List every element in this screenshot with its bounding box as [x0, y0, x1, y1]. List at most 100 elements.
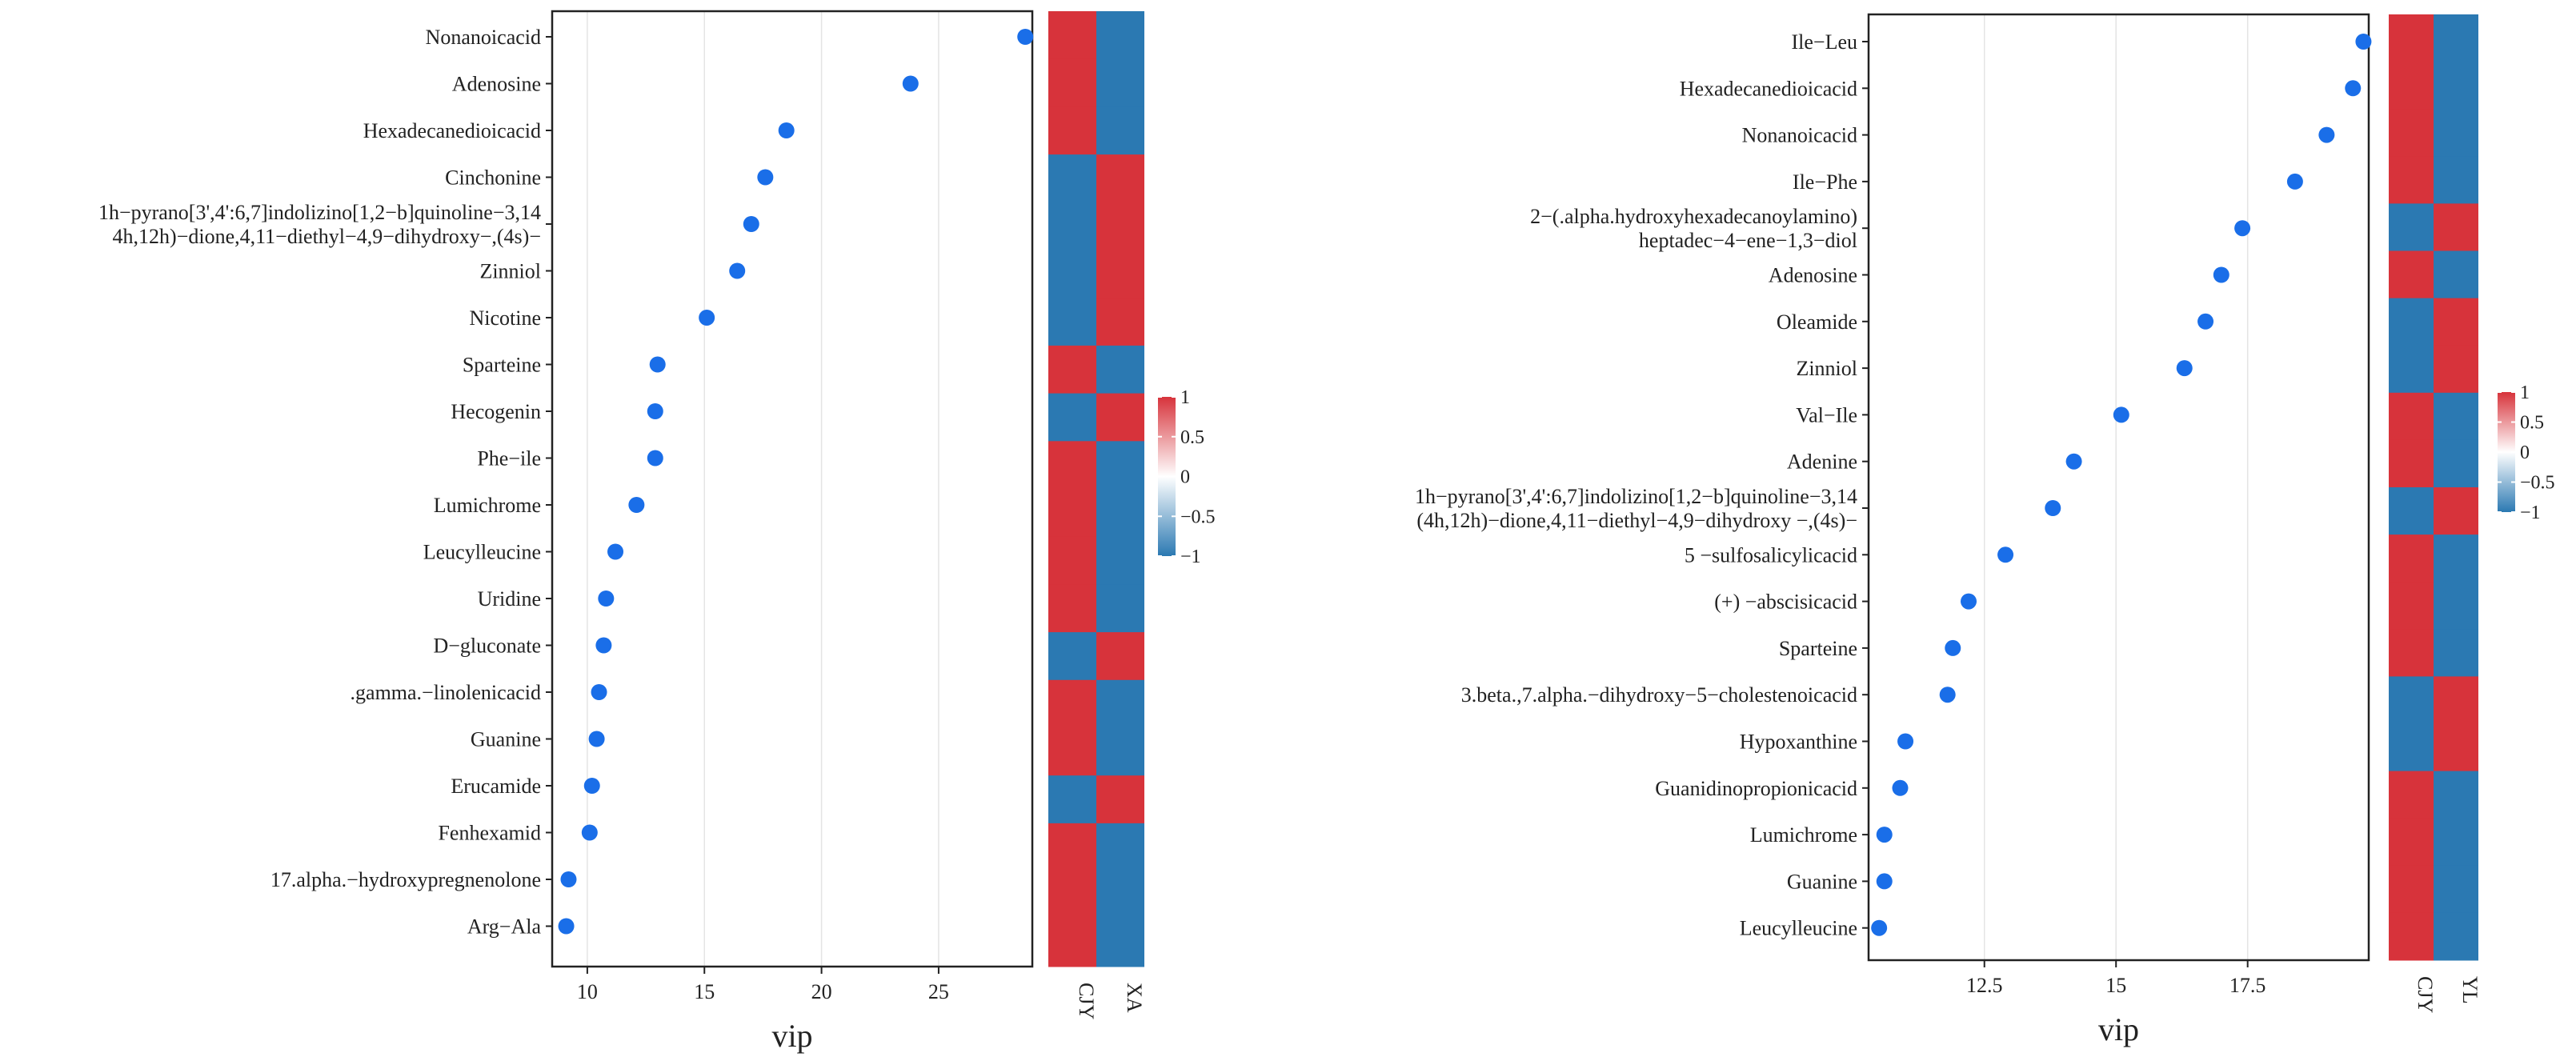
data-point	[2113, 406, 2129, 423]
heatmap-cell	[2389, 723, 2434, 772]
heatmap-cell	[1096, 489, 1144, 538]
data-point	[1961, 593, 1977, 610]
heatmap-cell	[2434, 439, 2478, 488]
heatmap-cell	[1048, 393, 1096, 442]
data-point	[588, 731, 605, 747]
data-point	[2355, 34, 2372, 50]
heatmap-cell	[2389, 771, 2434, 819]
y-tick-label: Phe−ile	[477, 447, 541, 470]
heatmap-cell	[2434, 535, 2478, 583]
data-point	[2176, 360, 2193, 377]
heatmap-cell	[1048, 679, 1096, 728]
y-tick-label: Uridine	[478, 587, 541, 611]
y-tick-label: D−gluconate	[433, 635, 541, 658]
heatmap-cell	[1048, 11, 1096, 60]
y-tick-label: 1h−pyrano[3',4':6,7]indolizino[1,2−b]qui…	[98, 201, 541, 224]
data-point	[729, 262, 746, 279]
heatmap-cell	[2389, 203, 2434, 251]
data-point	[647, 403, 663, 419]
y-tick-label: Sparteine	[1779, 637, 1857, 660]
x-tick-label: 15	[694, 980, 715, 1003]
y-tick-label: 17.alpha.−hydroxypregnenolone	[270, 868, 541, 891]
y-tick-label: Hypoxanthine	[1740, 731, 1857, 754]
heatmap-cell	[2389, 109, 2434, 157]
heatmap-cell	[1048, 345, 1096, 394]
y-tick-label: Oleamide	[1777, 310, 1857, 334]
y-tick-label: 2−(.alpha.hydroxyhexadecanoylamino)	[1530, 205, 1857, 228]
y-tick-label: Guanine	[471, 728, 541, 751]
data-point	[1897, 733, 1914, 750]
color-legend-bar	[1158, 397, 1176, 556]
heatmap-cell	[2389, 629, 2434, 677]
heatmap-cell	[1096, 106, 1144, 155]
heatmap-cell	[2389, 865, 2434, 914]
data-point	[743, 216, 759, 232]
legend-tick-label: 1	[1180, 387, 1190, 408]
x-tick-label: 25	[928, 980, 949, 1003]
heatmap-cell	[1048, 536, 1096, 585]
data-point	[1892, 779, 1909, 796]
heatmap-cell	[1096, 58, 1144, 107]
heatmap-cell	[1096, 584, 1144, 633]
heatmap-cell	[1048, 489, 1096, 538]
data-point	[598, 591, 615, 607]
data-point	[1876, 873, 1893, 890]
heatmap-cell	[2389, 912, 2434, 961]
heatmap-cell	[1096, 679, 1144, 728]
heatmap-cell	[2434, 629, 2478, 677]
legend-tick-label: 0	[1180, 467, 1190, 488]
data-point	[902, 75, 919, 92]
x-axis-title: vip	[771, 1018, 812, 1054]
heatmap-cell	[1048, 584, 1096, 633]
y-tick-label: Lumichrome	[1750, 823, 1857, 847]
data-point	[2286, 173, 2303, 190]
data-point	[757, 169, 774, 186]
data-point	[560, 871, 577, 887]
x-tick-label: 10	[577, 980, 598, 1003]
heatmap-cell	[1048, 441, 1096, 490]
heatmap-cell	[2389, 535, 2434, 583]
heatmap-cell	[1096, 632, 1144, 681]
heatmap-cell	[1048, 919, 1096, 967]
y-tick-label: Sparteine	[463, 354, 541, 377]
heatmap-cell	[2389, 14, 2434, 62]
x-tick-label: 12.5	[1966, 974, 2003, 997]
y-tick-label: Erucamide	[451, 775, 541, 798]
data-point	[595, 637, 612, 654]
heatmap-cell	[2434, 487, 2478, 535]
heatmap-cell	[2434, 109, 2478, 157]
heatmap-cell	[1096, 871, 1144, 919]
data-point	[2345, 80, 2362, 97]
heatmap-cell	[2434, 203, 2478, 251]
data-point	[607, 543, 624, 560]
legend-tick-label: −1	[1180, 547, 1201, 567]
heatmap-cell	[2434, 156, 2478, 204]
heatmap-cell	[1096, 298, 1144, 346]
heatmap-cell	[1096, 11, 1144, 60]
heatmap-cell	[2389, 345, 2434, 394]
legend-tick-label: 0	[2520, 442, 2530, 463]
data-point	[2318, 126, 2335, 143]
heatmap-cell	[1048, 58, 1096, 107]
heatmap-cell	[2434, 723, 2478, 772]
y-tick-label: Nicotine	[469, 306, 541, 330]
heatmap-cell	[1096, 202, 1144, 250]
heatmap-cell	[1048, 775, 1096, 824]
heatmap-cell	[2434, 865, 2478, 914]
y-tick-label: 1h−pyrano[3',4':6,7]indolizino[1,2−b]qui…	[1415, 485, 1857, 508]
heatmap-cell	[1048, 632, 1096, 681]
heatmap-cell	[1048, 154, 1096, 203]
legend-tick-label: −0.5	[1180, 506, 1216, 527]
plot-frame	[551, 10, 1034, 968]
heatmap-cell	[1048, 823, 1096, 872]
heatmap-cell	[2434, 912, 2478, 961]
x-tick-label: 17.5	[2229, 974, 2266, 997]
y-tick-label: (+) −abscisicacid	[1714, 591, 1857, 614]
heatmap-cell	[1096, 441, 1144, 490]
y-tick-label: Hexadecanedioicacid	[1680, 77, 1857, 100]
heatmap-cell	[2434, 818, 2478, 867]
heatmap-cell	[1096, 536, 1144, 585]
y-tick-label: Cinchonine	[445, 166, 541, 190]
heatmap-cell	[2389, 439, 2434, 488]
data-point	[591, 684, 607, 700]
